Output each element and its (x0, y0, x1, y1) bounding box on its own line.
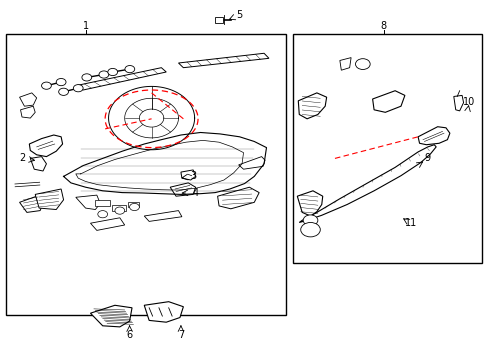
Polygon shape (181, 170, 195, 180)
Polygon shape (20, 196, 44, 212)
Polygon shape (90, 218, 124, 230)
Polygon shape (339, 58, 350, 70)
Circle shape (73, 85, 83, 92)
Polygon shape (76, 68, 166, 90)
Polygon shape (29, 135, 62, 157)
Polygon shape (217, 187, 259, 209)
Polygon shape (20, 93, 37, 106)
Text: 4: 4 (192, 188, 198, 198)
Polygon shape (299, 145, 435, 222)
Polygon shape (178, 53, 268, 68)
Polygon shape (298, 93, 326, 119)
Polygon shape (30, 157, 46, 171)
Text: 3: 3 (190, 171, 196, 181)
Polygon shape (20, 106, 35, 118)
Circle shape (303, 215, 317, 226)
Text: 11: 11 (404, 218, 416, 228)
Polygon shape (372, 91, 404, 112)
Polygon shape (144, 302, 183, 322)
Circle shape (41, 82, 51, 89)
Circle shape (107, 68, 117, 76)
Polygon shape (35, 189, 63, 210)
Circle shape (300, 222, 320, 237)
Polygon shape (170, 183, 195, 196)
Circle shape (81, 74, 92, 81)
Text: 9: 9 (424, 153, 430, 163)
Polygon shape (238, 157, 264, 169)
Circle shape (115, 207, 124, 214)
Circle shape (59, 88, 68, 95)
Circle shape (125, 66, 134, 73)
Polygon shape (144, 211, 182, 221)
Text: 1: 1 (82, 21, 88, 31)
Bar (293, 34, 481, 263)
Text: 6: 6 (126, 330, 132, 340)
Bar (112, 205, 126, 211)
Bar (6, 34, 285, 315)
Text: 2: 2 (19, 153, 25, 163)
Text: 8: 8 (380, 21, 386, 31)
Text: 5: 5 (236, 10, 242, 20)
Text: 7: 7 (178, 330, 183, 340)
Polygon shape (417, 127, 449, 145)
Polygon shape (76, 195, 100, 210)
Polygon shape (297, 191, 322, 216)
Circle shape (355, 59, 369, 69)
Bar (215, 17, 223, 23)
Polygon shape (453, 95, 463, 111)
Circle shape (98, 211, 107, 218)
Circle shape (56, 78, 66, 86)
Polygon shape (90, 305, 132, 327)
Text: 10: 10 (462, 96, 475, 107)
Circle shape (129, 203, 139, 211)
Circle shape (99, 71, 109, 78)
Bar (128, 202, 139, 207)
Bar (95, 200, 110, 206)
